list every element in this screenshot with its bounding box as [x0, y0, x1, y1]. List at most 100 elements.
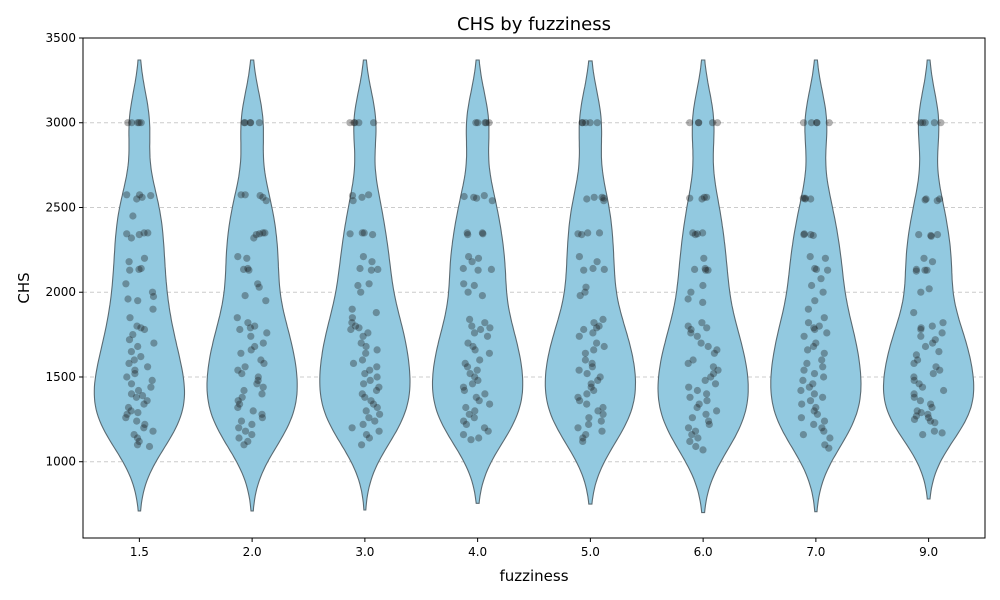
data-point	[135, 119, 143, 127]
x-tick-label: 2.0	[243, 545, 262, 559]
data-point	[928, 322, 936, 330]
data-point	[348, 192, 357, 200]
data-point	[138, 392, 147, 400]
data-point	[358, 229, 366, 237]
data-point	[820, 373, 828, 381]
data-point	[143, 397, 151, 405]
data-point	[820, 427, 828, 435]
y-tick-label: 3500	[45, 31, 76, 45]
data-point	[930, 427, 939, 435]
violin-9.0	[882, 59, 975, 500]
data-point	[128, 119, 136, 127]
data-point	[935, 348, 943, 356]
data-point	[471, 407, 479, 415]
data-point	[348, 319, 356, 327]
data-point	[600, 194, 608, 202]
data-point	[366, 366, 374, 374]
data-point	[244, 437, 252, 445]
data-point	[820, 314, 828, 322]
data-point	[346, 119, 354, 127]
data-point	[468, 380, 477, 388]
data-point	[806, 253, 814, 261]
data-point	[809, 342, 818, 351]
data-point	[487, 265, 495, 273]
data-point	[373, 363, 381, 371]
y-axis-ticks: 1000 1500 2000 2500 3000 3500	[45, 31, 83, 469]
violin-3.0	[319, 59, 411, 511]
data-point	[238, 393, 246, 401]
data-point	[124, 403, 133, 412]
data-point	[813, 410, 822, 418]
data-point	[600, 265, 608, 273]
data-point	[240, 265, 248, 273]
data-point	[811, 297, 819, 305]
data-point	[258, 414, 266, 422]
data-point	[140, 325, 149, 334]
data-point	[485, 349, 493, 357]
data-point	[126, 266, 134, 274]
data-point	[800, 332, 808, 340]
x-tick-label: 3.0	[355, 545, 374, 559]
data-point	[581, 288, 589, 296]
data-point	[687, 329, 695, 337]
data-point	[134, 297, 142, 305]
data-point	[587, 380, 595, 388]
data-point	[826, 434, 834, 442]
data-point	[375, 383, 383, 391]
data-point	[583, 370, 591, 378]
data-point	[251, 342, 259, 351]
data-point	[262, 297, 270, 305]
data-point	[928, 258, 937, 266]
data-point	[819, 393, 827, 401]
data-point	[249, 407, 257, 415]
data-point	[135, 231, 143, 239]
data-point	[701, 376, 709, 384]
data-point	[134, 409, 142, 417]
data-point	[586, 119, 594, 127]
data-point	[821, 441, 829, 449]
data-point	[254, 280, 262, 288]
data-point	[357, 339, 365, 347]
data-point	[147, 383, 155, 391]
x-tick-label: 5.0	[581, 545, 600, 559]
data-point	[459, 264, 467, 273]
x-tick-label: 9.0	[919, 545, 938, 559]
data-point	[704, 342, 712, 351]
data-point	[703, 193, 711, 201]
data-point	[813, 119, 821, 127]
data-point	[480, 192, 488, 200]
data-point	[367, 397, 375, 405]
data-point	[932, 363, 940, 371]
data-point	[140, 229, 148, 237]
data-point	[710, 349, 719, 357]
data-point	[714, 366, 722, 374]
data-point	[474, 266, 482, 274]
data-point	[133, 322, 141, 330]
data-point	[260, 359, 268, 367]
data-point	[468, 322, 476, 330]
data-point	[687, 325, 695, 334]
data-point	[148, 288, 157, 296]
y-tick-label: 2500	[45, 200, 76, 214]
data-point	[350, 119, 358, 127]
data-point	[240, 441, 248, 449]
data-point	[351, 322, 360, 330]
data-point	[686, 194, 694, 202]
data-point	[585, 414, 593, 422]
data-point	[362, 342, 370, 351]
data-point	[918, 383, 927, 391]
data-point	[461, 359, 469, 367]
data-point	[373, 373, 381, 381]
data-point	[685, 383, 693, 391]
data-point	[351, 119, 359, 127]
data-point	[478, 292, 486, 300]
data-point	[147, 192, 155, 200]
data-point	[699, 446, 707, 454]
data-point	[804, 346, 812, 354]
data-point	[468, 258, 476, 266]
data-point	[479, 230, 487, 238]
data-point	[236, 400, 244, 408]
data-point	[144, 363, 152, 371]
data-point	[929, 370, 937, 378]
